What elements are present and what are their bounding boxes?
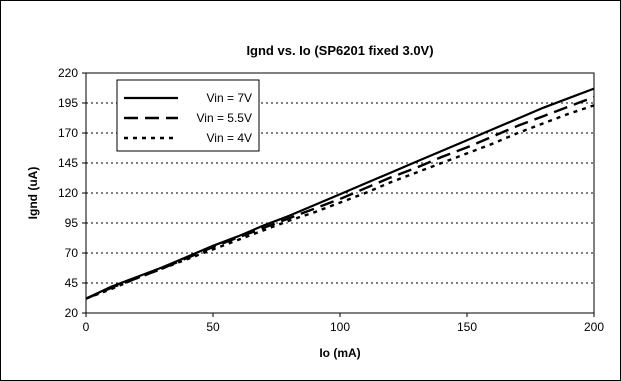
x-tick-label: 200: [584, 320, 604, 334]
x-tick-label: 0: [83, 320, 90, 334]
legend-label-3: Vin = 4V: [207, 131, 252, 145]
legend-box: [116, 79, 260, 152]
y-tick-label: 120: [58, 186, 78, 200]
y-tick-label: 195: [58, 96, 78, 110]
legend-label-2: Vin = 5.5V: [197, 111, 253, 125]
x-tick-label: 100: [330, 320, 350, 334]
x-tick-label: 150: [457, 320, 477, 334]
y-tick-label: 220: [58, 66, 78, 80]
x-axis-title: Io (mA): [319, 346, 360, 360]
y-tick-label: 70: [65, 246, 79, 260]
series-layer: [85, 87, 595, 300]
legend-label-1: Vin = 7V: [207, 91, 252, 105]
y-tick-label: 45: [65, 276, 79, 290]
x-tick-label: 50: [206, 320, 220, 334]
y-tick-label: 20: [65, 306, 79, 320]
y-tick-label: 95: [65, 216, 79, 230]
tick-layer: 20 45 70 95 120 145 170 195 220 0 50 100 150 200: [58, 66, 604, 334]
y-tick-label: 170: [58, 126, 78, 140]
y-tick-label: 145: [58, 156, 78, 170]
chart-title: Ignd vs. Io (SP6201 fixed 3.0V): [246, 43, 433, 58]
legend: Vin = 7V Vin = 5.5V Vin = 4V: [116, 79, 260, 152]
y-axis-title: Ignd (uA): [26, 167, 40, 220]
series-line-3: [85, 104, 595, 300]
